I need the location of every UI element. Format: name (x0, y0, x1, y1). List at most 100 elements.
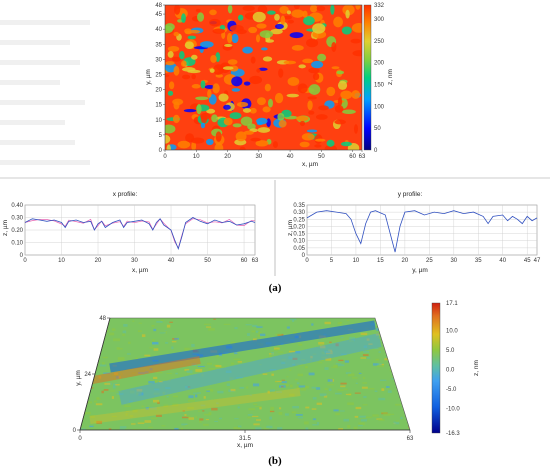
surface-texture-speck (160, 319, 164, 321)
map-texture-blob (249, 75, 263, 85)
surface-texture-speck (337, 322, 342, 325)
surface-texture-speck (132, 428, 140, 430)
map-texture-blob (250, 137, 261, 142)
surface-texture-speck (273, 349, 278, 351)
surface-texture-speck (187, 386, 191, 388)
surface-texture-speck (83, 326, 88, 328)
map-texture-blob (302, 58, 314, 64)
map-texture-blob (318, 105, 329, 111)
surface-texture-speck (256, 326, 263, 328)
map-texture-blob (314, 138, 326, 142)
map-texture-blob (256, 23, 267, 29)
map-texture-blob (235, 131, 247, 142)
surface-texture-speck (302, 385, 309, 389)
x-profile-ticks: 0 0.10 0.20 0.30 0.40 0 10 20 30 40 50 60 63 (11, 203, 259, 264)
surface-texture-speck (407, 369, 410, 372)
map-texture-blob (240, 116, 253, 126)
surface-texture-speck (166, 396, 169, 398)
map-colorbar-tick-label: 200 (374, 61, 385, 67)
surface-texture-speck (400, 372, 406, 375)
surface-texture-speck (395, 354, 398, 358)
surface-texture-speck (327, 383, 334, 386)
map-y-tick-label: 48 (155, 3, 162, 9)
surface-texture-speck (88, 319, 92, 322)
surface-texture-speck (318, 342, 325, 345)
surface-texture-speck (259, 333, 266, 337)
surface-x-ticks: 0 31.5 63 (78, 430, 414, 442)
map-texture-blob (355, 5, 361, 10)
surface-texture-speck (338, 428, 344, 430)
surface-texture-speck (161, 425, 166, 427)
surface-texture-speck (259, 407, 262, 410)
y-profile-x-tick-label: 10 (353, 258, 360, 264)
surface-texture-speck (201, 373, 204, 377)
map-texture-blob (307, 96, 318, 100)
map-texture-blob (215, 131, 222, 142)
map-texture-blob (215, 73, 223, 78)
map-texture-blob (191, 84, 201, 89)
map-texture-blob (337, 97, 343, 107)
map-texture-blob (229, 24, 244, 32)
surface-texture-speck (337, 364, 345, 367)
surface-texture-speck (277, 351, 284, 353)
surface-texture-speck (312, 397, 317, 400)
surface-texture-speck (163, 404, 169, 408)
map-texture-blob (222, 66, 234, 70)
surface-texture-speck (303, 421, 309, 425)
map-texture-blob (266, 118, 271, 128)
map-y-tick-label: 5 (159, 133, 163, 139)
map-y-tick-label: 10 (155, 118, 162, 124)
surface-texture-speck (400, 416, 403, 420)
surface-texture-speck (338, 359, 344, 362)
surface-texture-speck (407, 384, 410, 388)
y-profile-y-tick-label: 0 (302, 253, 306, 259)
surface-texture-speck (276, 391, 282, 394)
surface-texture-speck (164, 331, 167, 334)
surface-ridge-secondary (89, 388, 301, 424)
surface-texture-speck (123, 324, 128, 327)
map-texture-blob (210, 54, 217, 63)
surface-texture-speck (218, 417, 222, 420)
map-texture-blob (326, 86, 336, 97)
surface-texture-speck (195, 394, 198, 398)
surface-texture-speck (309, 359, 312, 362)
map-texture (165, 5, 362, 150)
surface-texture-speck (174, 427, 179, 430)
surface-texture-speck (137, 422, 145, 424)
surface-texture-speck (298, 343, 303, 346)
surface-texture-speck (346, 319, 350, 322)
surface-y-tick-label: 48 (99, 316, 106, 322)
surface-texture-speck (229, 377, 234, 381)
surface-texture-speck (270, 409, 273, 412)
surface-texture-speck (358, 422, 365, 425)
surface-texture-speck (318, 359, 324, 362)
map-texture-blob (261, 47, 268, 51)
map-texture-blob (187, 69, 201, 74)
map-texture-blob (187, 35, 197, 40)
map-texture-blob (211, 114, 218, 123)
surface-texture-speck (111, 396, 115, 399)
surface-texture-speck (125, 410, 130, 412)
surface-texture-speck (372, 363, 379, 366)
surface-trough-upper (109, 320, 376, 373)
surface-texture-speck (289, 393, 295, 396)
surface-texture-speck (269, 369, 277, 371)
surface-texture-speck (358, 372, 362, 375)
map-texture-blob (331, 66, 340, 70)
surface-texture-speck (206, 390, 211, 392)
surface-texture-speck (321, 356, 327, 359)
map-texture-blob (277, 113, 285, 121)
map-texture-blob (171, 56, 182, 62)
surface-texture-speck (223, 323, 231, 325)
background-artifact (0, 20, 90, 165)
surface-texture-speck (284, 413, 289, 416)
surface-texture-speck (197, 392, 201, 394)
y-profile-x-tick-label: 0 (305, 258, 309, 264)
surface-texture-speck (175, 372, 178, 375)
y-profile-y-tick-label: 0.25 (293, 217, 305, 223)
surface-texture-speck (87, 356, 92, 359)
surface-texture-speck (253, 403, 258, 406)
surface-texture-speck (111, 328, 116, 331)
surface-texture-speck (203, 396, 206, 399)
map-texture-blob (262, 106, 271, 113)
